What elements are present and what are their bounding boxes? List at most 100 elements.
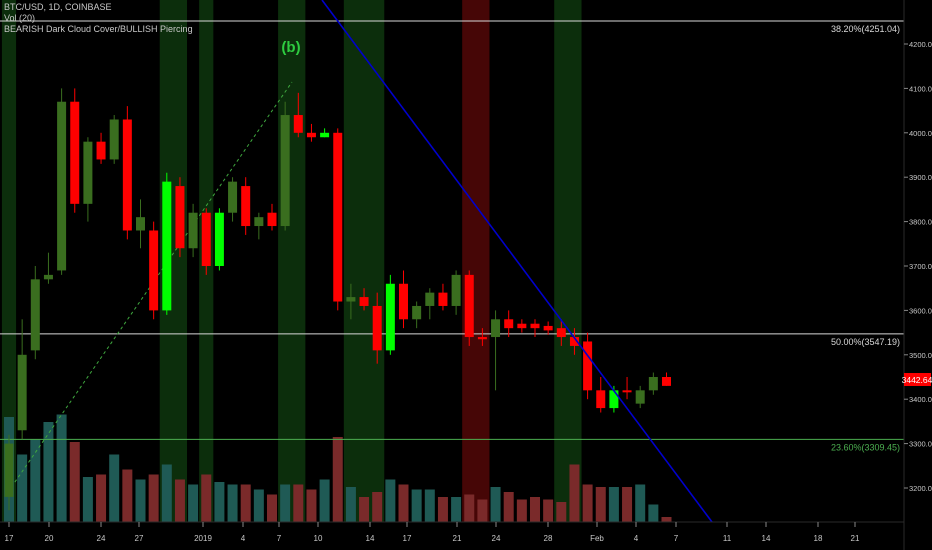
volume-bar [227, 484, 238, 522]
candle-body [320, 132, 330, 138]
volume-bar [56, 414, 67, 522]
y-tick-label: 3500.00 [909, 351, 932, 360]
candle-body [530, 323, 540, 329]
candle-body [412, 305, 422, 320]
x-tick-label: 18 [814, 534, 823, 543]
volume-bar [477, 499, 488, 522]
x-tick-label: 21 [851, 534, 860, 543]
candle-body [477, 337, 487, 340]
signal-band [278, 0, 306, 522]
candle-body [57, 101, 67, 271]
candle-body [569, 337, 579, 346]
last-price-tag: 3442.64 [902, 373, 932, 386]
candle-body [359, 297, 369, 306]
volume-bar [451, 497, 462, 522]
volume-bar [372, 492, 383, 522]
volume-bar [188, 484, 199, 522]
volume-bar [661, 517, 672, 522]
volume-bar [622, 487, 633, 522]
volume-bar [267, 494, 277, 522]
y-tick-label: 3700.00 [909, 262, 932, 271]
downtrend-line[interactable] [321, 0, 713, 523]
x-tick-label: 17 [403, 534, 412, 543]
volume-bar [648, 504, 659, 522]
x-tick-label: 10 [314, 534, 323, 543]
y-tick-label: 3300.00 [909, 440, 932, 449]
volume-bar [411, 489, 422, 522]
candle-body [596, 390, 606, 409]
candle-body [4, 443, 14, 497]
candle-body [83, 141, 93, 204]
x-tick-label: 7 [674, 534, 679, 543]
volume-bar [398, 484, 409, 522]
volume-bar [490, 487, 501, 522]
volume-bar [608, 487, 619, 522]
volume-bar [109, 454, 120, 522]
volume-bar [516, 499, 527, 522]
volume-bar [122, 469, 133, 522]
volume-bar [464, 494, 475, 522]
candle-body [543, 325, 553, 331]
volume-bar [503, 492, 514, 522]
volume-bar [582, 484, 593, 522]
volume-bar [556, 502, 567, 522]
x-tick-label: 24 [97, 534, 106, 543]
volume-bar [543, 499, 554, 522]
x-tick-label: 4 [634, 534, 639, 543]
volume-bar [43, 422, 54, 522]
volume-bar [635, 484, 646, 522]
volume-bar [280, 484, 291, 522]
volume-bar [385, 479, 396, 522]
candle-body [385, 283, 395, 351]
x-tick-label: 20 [45, 534, 54, 543]
signal-band [1, 0, 17, 522]
volume-bar [437, 497, 448, 522]
candle-body [425, 292, 435, 306]
volume-bar [424, 489, 435, 522]
y-tick-label: 3900.00 [909, 173, 932, 182]
wave-label: (b) [281, 39, 300, 56]
candle-body [451, 274, 461, 306]
x-tick-label: 21 [453, 534, 462, 543]
candle-body [464, 274, 474, 338]
volume-bar [253, 489, 264, 522]
volume-bar [345, 487, 356, 522]
volume-bar [293, 484, 304, 522]
candle-body [136, 217, 145, 231]
last-price: 3442.64 [902, 375, 932, 385]
candle-body [149, 230, 159, 311]
x-tick-label: 24 [492, 534, 501, 543]
x-tick-label: 11 [723, 534, 732, 543]
candle-body [648, 377, 658, 391]
candle-body [306, 132, 316, 138]
candle-body [201, 212, 211, 266]
y-tick-label: 4200.00 [909, 40, 932, 49]
y-tick-label: 4000.00 [909, 129, 932, 138]
candle-body [635, 390, 645, 404]
candle-body [267, 212, 277, 227]
y-tick-label: 3400.00 [909, 395, 932, 404]
volume-bar [201, 474, 212, 522]
volume-bar [161, 464, 172, 522]
candle-body [491, 319, 501, 338]
candles [4, 88, 671, 511]
y-tick-label: 4100.00 [909, 84, 932, 93]
candle-body [293, 115, 303, 133]
candle-body [609, 390, 619, 409]
volume-bar [135, 479, 146, 522]
candle-body [372, 305, 382, 351]
volume-bar [174, 479, 185, 522]
candle-body [254, 217, 264, 227]
fib-label-382: 38.20%(4251.04) [831, 24, 900, 34]
x-tick-label: 28 [544, 534, 553, 543]
volume-bar [595, 487, 606, 522]
volume-bar [306, 489, 317, 522]
candle-body [96, 141, 106, 160]
candle-body [556, 328, 566, 338]
candle-body [162, 181, 172, 311]
volume-bar [530, 497, 540, 522]
fib-label-50: 50.00%(3547.19) [831, 337, 900, 347]
volume-bar [17, 454, 28, 522]
x-tick-label: 7 [277, 534, 282, 543]
